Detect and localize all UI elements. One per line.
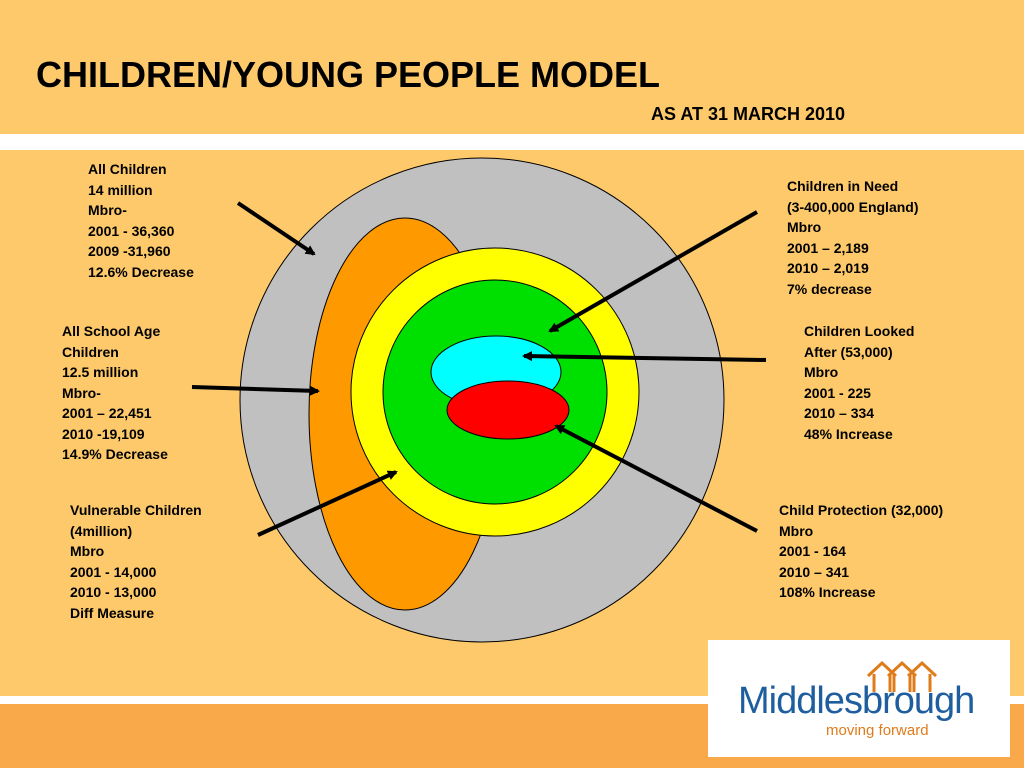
middlesbrough-logo: Middlesbrough moving forward [708,640,1010,757]
logo-wordmark: Middlesbrough [738,680,975,722]
arrow-school-age [191,385,320,396]
header-divider [0,134,1024,150]
arrow-protection [554,424,758,533]
label-in-need: Children in Need (3-400,000 England) Mbr… [787,178,919,297]
arrow-looked-after [522,351,767,362]
footer-divider [0,696,1024,704]
arrow-vulnerable [257,470,398,537]
arrow-in-need [548,210,758,333]
label-school-age: All School Age Children 12.5 million Mbr… [62,323,168,462]
protection-ellipse [446,380,570,440]
slide-subtitle: AS AT 31 MARCH 2010 [651,104,846,124]
arrow-all-children [236,201,316,256]
label-looked-after: Children Looked After (53,000) Mbro 2001… [804,323,915,442]
slide-title: CHILDREN/YOUNG PEOPLE MODEL [36,54,661,95]
label-protection: Child Protection (32,000) Mbro 2001 - 16… [779,502,944,600]
houses-logo-icon [866,660,938,692]
label-vulnerable: Vulnerable Children (4million) Mbro 2001… [70,502,202,621]
header-band [0,0,1024,134]
logo-tagline: moving forward [826,722,929,739]
label-all-children: All Children 14 million Mbro- 2001 - 36,… [88,161,194,280]
